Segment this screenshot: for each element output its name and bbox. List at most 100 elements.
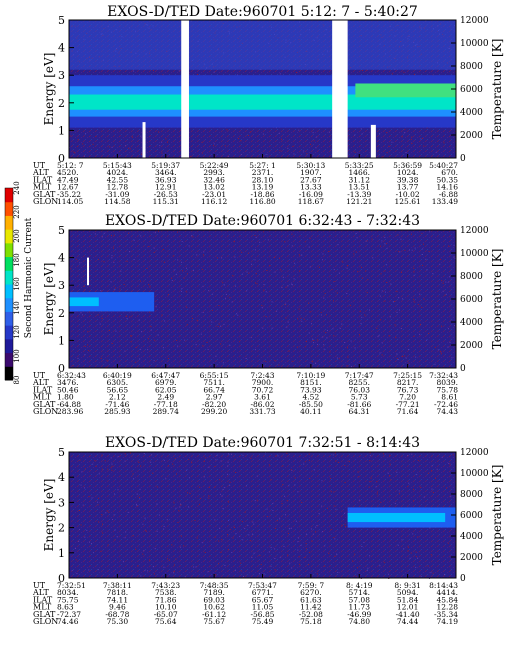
ephemeris-value: -64.88: [57, 400, 81, 409]
ephemeris-value: 36.93: [155, 175, 177, 184]
speckle-dot: [75, 559, 77, 561]
speckle-dot: [221, 495, 223, 497]
speckle-dot: [312, 533, 314, 535]
speckle-dot: [387, 472, 389, 474]
speckle-dot: [439, 263, 441, 265]
speckle-dot: [398, 493, 400, 495]
speckle-dot: [313, 340, 315, 342]
speckle-dot: [219, 479, 221, 481]
speckle-dot: [84, 354, 86, 356]
speckle-dot: [256, 283, 258, 285]
ytick-right-label: 0: [460, 364, 466, 374]
speckle-dot: [248, 534, 250, 536]
speckle-dot: [162, 347, 164, 349]
speckle-dot: [133, 239, 135, 241]
speckle-dot: [97, 504, 99, 506]
speckle-dot: [227, 549, 229, 551]
speckle-dot: [212, 293, 214, 295]
ephemeris-value: 13.77: [397, 183, 419, 192]
ephemeris-value: 4520.: [57, 168, 78, 177]
speckle-dot: [305, 548, 307, 550]
speckle-dot: [396, 353, 398, 355]
speckle-dot: [171, 544, 173, 546]
speckle-dot: [262, 133, 264, 135]
speckle-dot: [301, 320, 303, 322]
speckle-dot: [280, 556, 282, 558]
speckle-dot: [199, 498, 201, 500]
speckle-dot: [294, 262, 296, 264]
ephemeris-value: 13.33: [300, 183, 322, 192]
speckle-dot: [358, 499, 360, 501]
speckle-dot: [397, 544, 399, 546]
speckle-dot: [390, 479, 392, 481]
ephemeris-value: 31.12: [349, 175, 371, 184]
ephemeris-value: -65.07: [154, 610, 178, 619]
ytick-right-label: 10000: [460, 249, 489, 259]
speckle-dot: [443, 142, 445, 144]
speckle-dot: [88, 311, 90, 313]
speckle-dot: [349, 304, 351, 306]
speckle-dot: [442, 282, 444, 284]
speckle-dot: [203, 460, 205, 462]
speckle-dot: [400, 238, 402, 240]
speckle-dot: [276, 310, 278, 312]
speckle-dot: [194, 519, 196, 521]
speckle-dot: [430, 554, 432, 556]
speckle-dot: [309, 266, 311, 268]
speckle-dot: [305, 533, 307, 535]
ephemeris-value: 14.16: [437, 183, 459, 192]
speckle-dot: [305, 543, 307, 545]
speckle-dot: [131, 335, 133, 337]
speckle-dot: [427, 472, 429, 474]
speckle-dot: [321, 480, 323, 482]
speckle-dot: [148, 284, 150, 286]
speckle-dot: [312, 338, 314, 340]
speckle-dot: [334, 538, 336, 540]
speckle-dot: [421, 137, 423, 139]
speckle-dot: [388, 335, 390, 337]
speckle-dot: [434, 363, 436, 365]
speckle-dot: [442, 290, 444, 292]
ephemeris-value: 13.02: [203, 183, 225, 192]
speckle-dot: [285, 317, 287, 319]
speckle-dot: [227, 155, 229, 157]
ephemeris-value: 3464.: [155, 168, 176, 177]
speckle-dot: [345, 526, 347, 528]
speckle-dot: [178, 70, 180, 72]
speckle-dot: [215, 574, 217, 576]
ytick-right-label: 8000: [460, 490, 483, 500]
ephemeris-value: 40.11: [300, 407, 321, 416]
speckle-dot: [265, 316, 267, 318]
speckle-dot: [185, 469, 187, 471]
speckle-dot: [405, 152, 407, 154]
speckle-dot: [396, 471, 398, 473]
speckle-dot: [112, 247, 114, 249]
speckle-dot: [274, 558, 276, 560]
ytick-label: 5: [58, 224, 65, 237]
speckle-dot: [254, 249, 256, 251]
ephemeris-value: 12.01: [397, 603, 418, 612]
speckle-dot: [377, 491, 379, 493]
speckle-dot: [234, 458, 236, 460]
speckle-dot: [415, 356, 417, 358]
speckle-dot: [388, 145, 390, 147]
speckle-dot: [69, 534, 71, 536]
speckle-dot: [265, 361, 267, 363]
speckle-dot: [180, 503, 182, 505]
speckle-dot: [223, 323, 225, 325]
ephemeris-value: 75.78: [437, 385, 459, 394]
speckle-dot: [153, 360, 155, 362]
ephemeris-value: 6771.: [252, 588, 273, 597]
speckle-dot: [241, 520, 243, 522]
data-gap: [332, 20, 348, 158]
speckle-dot: [382, 453, 384, 455]
colorbar-segment: [5, 284, 13, 299]
speckle-dot: [103, 232, 105, 234]
speckle-dot: [363, 541, 365, 543]
ephemeris-value: -61.12: [202, 610, 226, 619]
ephemeris-value: 74.80: [349, 617, 371, 626]
speckle-dot: [207, 571, 209, 573]
speckle-dot: [346, 293, 348, 295]
speckle-dot: [250, 337, 252, 339]
speckle-dot: [440, 258, 442, 260]
